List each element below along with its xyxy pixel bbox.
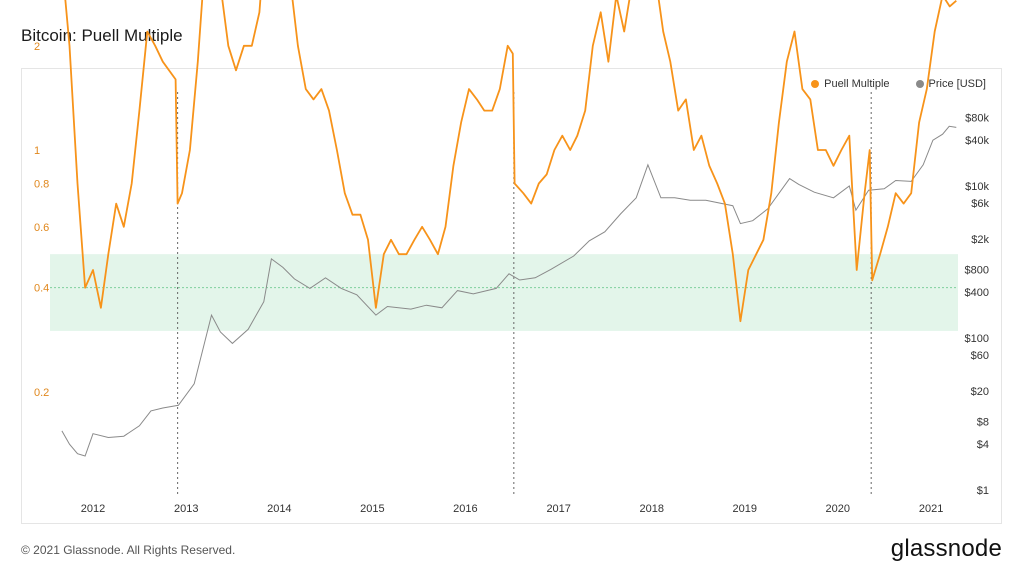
y-right-tick-label: $80k <box>965 112 989 124</box>
x-tick-label: 2020 <box>826 503 850 515</box>
legend-item-puell[interactable]: Puell Multiple <box>811 78 890 90</box>
legend-dot-puell <box>811 80 820 88</box>
x-tick-label: 2012 <box>81 503 105 515</box>
chart-legend: Puell Multiple Price [USD] <box>811 78 986 90</box>
y-right-tick-label: $8 <box>977 416 989 428</box>
brand-logo: glassnode <box>890 535 1002 562</box>
y-right-tick-label: $60 <box>971 350 989 362</box>
legend-item-price[interactable]: Price [USD] <box>915 78 986 90</box>
y-right-tick-label: $20 <box>971 386 989 398</box>
y-right-tick-label: $100 <box>965 333 989 345</box>
y-right-tick-label: $1 <box>977 485 989 497</box>
y-right-tick-label: $6k <box>971 198 989 210</box>
band-low <box>50 254 958 331</box>
y-right-tick-label: $400 <box>965 287 989 299</box>
y-right-tick-label: $40k <box>965 135 989 147</box>
y-right-tick-label: $10k <box>965 181 989 193</box>
y-right-tick-label: $4 <box>977 439 989 451</box>
y-right-tick-label: $800 <box>965 264 989 276</box>
x-tick-label: 2015 <box>360 503 384 515</box>
x-tick-label: 2021 <box>919 503 943 515</box>
y-left-tick-label: 0.4 <box>34 283 49 295</box>
y-left-tick-label: 0.6 <box>34 222 49 234</box>
x-tick-label: 2016 <box>453 503 477 515</box>
chart-frame <box>21 68 1002 524</box>
chart-title: Bitcoin: Puell Multiple <box>21 26 183 45</box>
x-tick-label: 2014 <box>267 503 291 515</box>
x-tick-label: 2013 <box>174 503 198 515</box>
y-left-tick-label: 0.2 <box>34 387 49 399</box>
y-left-tick-label: 0.8 <box>34 179 49 191</box>
puell-series-line <box>64 0 957 323</box>
legend-label-price: Price [USD] <box>928 78 986 90</box>
copyright-footer: © 2021 Glassnode. All Rights Reserved. <box>21 543 236 557</box>
y-left-tick-label: 1 <box>34 145 40 157</box>
x-tick-label: 2019 <box>733 503 757 515</box>
y-right-tick-label: $2k <box>971 234 989 246</box>
y-left-tick-label: 2 <box>34 41 40 53</box>
x-tick-label: 2017 <box>546 503 570 515</box>
price-series-line <box>61 125 957 457</box>
x-tick-label: 2018 <box>639 503 663 515</box>
legend-label-puell: Puell Multiple <box>824 78 890 90</box>
legend-dot-price <box>915 80 924 88</box>
